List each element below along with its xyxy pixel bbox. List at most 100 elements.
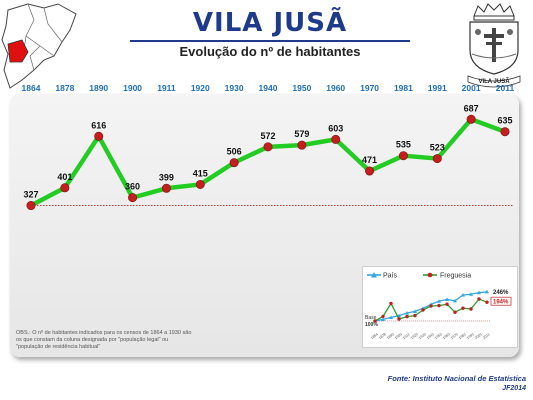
inset-legend: País Freguesia — [367, 272, 471, 280]
inset-x-tick-label: 1981 — [458, 332, 467, 340]
x-tick-label: 2011 — [496, 83, 515, 93]
data-label: 616 — [91, 120, 106, 130]
inset-x-tick-label: 1930 — [418, 332, 427, 340]
inset-x-tick-label: 1900 — [394, 332, 403, 340]
inset-base-label: Base — [365, 315, 377, 321]
inset-data-point — [485, 289, 489, 294]
data-label: 471 — [362, 155, 377, 165]
x-tick-label: 1981 — [394, 83, 413, 93]
data-label: 415 — [193, 168, 208, 178]
data-point — [263, 142, 273, 152]
data-points — [26, 114, 510, 211]
x-tick-label: 1911 — [157, 83, 176, 93]
data-point — [195, 179, 205, 189]
data-point — [229, 158, 239, 168]
inset-x-tick-label: 1878 — [378, 332, 387, 340]
x-tick-label: 1890 — [89, 83, 108, 93]
data-point — [466, 114, 476, 124]
inset-data-point — [437, 303, 441, 308]
x-tick-label: 1950 — [292, 83, 311, 93]
x-tick-label: 1960 — [326, 83, 345, 93]
data-point — [297, 140, 307, 150]
title-underline — [130, 40, 410, 42]
x-tick-label: 2001 — [462, 83, 481, 93]
inset-data-point — [453, 298, 457, 303]
x-tick-label: 1970 — [360, 83, 379, 93]
inset-x-tick-label: 2001 — [474, 332, 483, 340]
inset-data-point — [397, 317, 401, 321]
legend-label-pais: País — [383, 273, 398, 280]
inset-x-tick-label: 1950 — [434, 332, 443, 340]
inset-data-point — [437, 299, 441, 303]
data-label: 506 — [227, 147, 242, 157]
inset-data-point — [405, 311, 409, 315]
author-credit: JF2014 — [502, 385, 526, 392]
inset-x-tick-label: 1960 — [442, 332, 451, 340]
inset-series-freguesia — [373, 297, 489, 323]
municipality-outline — [1, 3, 77, 89]
legend-label-freguesia: Freguesia — [440, 273, 471, 280]
inset-data-point — [413, 313, 417, 318]
inset-x-tick-label: 1970 — [450, 332, 459, 340]
source-credit: Fonte: Instituto Nacional de Estatística — [387, 374, 526, 383]
inset-data-point — [405, 314, 409, 319]
inset-data-point — [421, 308, 425, 312]
inset-x-tick-label: 1911 — [402, 332, 411, 340]
x-tick-label: 1864 — [22, 83, 41, 93]
data-label: 535 — [396, 140, 411, 150]
data-label: 603 — [328, 123, 343, 133]
inset-end-label-box — [490, 296, 512, 306]
x-tick-label: 1940 — [259, 83, 278, 93]
x-tick-label: 1900 — [123, 83, 142, 93]
x-tick-label: 1878 — [55, 83, 74, 93]
inset-data-point — [485, 300, 489, 304]
inset-data-point — [469, 307, 473, 311]
coat-of-arms-icon: VILA JUSÃ — [467, 3, 521, 88]
inset-x-tick-label: 2011 — [482, 332, 491, 340]
x-tick-label: 1930 — [225, 83, 244, 93]
inset-x-tick-label: 1991 — [466, 332, 475, 340]
data-label: 399 — [159, 172, 174, 182]
x-tick-label: 1991 — [428, 83, 447, 93]
data-label: 572 — [260, 131, 275, 141]
data-point — [26, 201, 36, 211]
parish-divider — [7, 3, 63, 71]
data-point — [128, 193, 138, 203]
data-point — [432, 154, 442, 164]
inset-x-tick-label: 1940 — [426, 332, 435, 340]
inset-end-label: 194% — [493, 300, 509, 306]
chart-subtitle: Evolução do nº de habitantes — [179, 44, 361, 59]
inset-data-point — [373, 319, 377, 323]
inset-x-tick-label: 1890 — [386, 332, 395, 340]
inset-data-point — [461, 293, 465, 297]
data-label: 635 — [497, 116, 512, 126]
inset-data-point — [445, 297, 449, 301]
observation-note: OBS.: O nº de habitantes indicados para … — [16, 330, 192, 350]
inset-comparison-chart: País Freguesia Base 100% 246% 194% 1864 1878 189… — [362, 266, 518, 348]
data-label: 523 — [430, 143, 445, 153]
x-tick-label: 1920 — [191, 83, 210, 93]
data-point — [60, 183, 70, 193]
inset-data-point — [461, 306, 465, 310]
inset-data-point — [389, 301, 393, 306]
inset-data-point — [477, 297, 481, 301]
data-label: 401 — [57, 172, 72, 182]
inset-base-value-label: 100% — [365, 322, 378, 328]
data-value-labels: 327 401 616 360 399 415 506 572 579 603 471 535 523 6… — [23, 103, 512, 199]
inset-x-tick-label: 1920 — [410, 332, 419, 340]
inset-data-point — [477, 290, 481, 295]
data-point — [365, 166, 375, 176]
data-label: 360 — [125, 182, 140, 192]
data-point — [500, 127, 510, 137]
inset-x-tick-label: 1864 — [370, 332, 379, 340]
location-map-icon — [1, 3, 77, 89]
inset-data-point — [381, 314, 385, 319]
data-label: 687 — [464, 103, 479, 113]
data-label: 579 — [294, 129, 309, 139]
inset-data-point — [453, 310, 457, 314]
data-label: 327 — [23, 190, 38, 200]
data-point — [161, 183, 171, 193]
data-point — [398, 151, 408, 161]
page-title: VILA JUSÃ — [192, 8, 348, 38]
